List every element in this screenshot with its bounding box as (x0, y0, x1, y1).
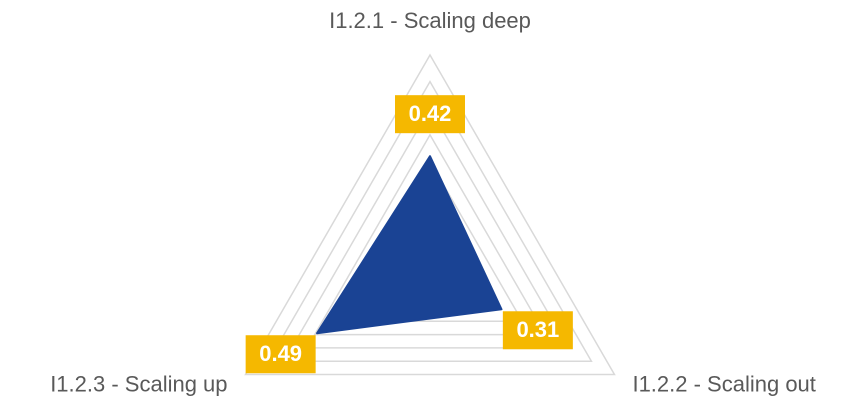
grid-ring (267, 80, 593, 362)
value-label: 0.49 (259, 341, 302, 366)
axis-label: I1.2.3 - Scaling up (50, 371, 227, 396)
grid-ring (290, 106, 570, 349)
value-label: 0.42 (409, 101, 452, 126)
value-label-box (502, 311, 573, 350)
value-label-box (395, 95, 465, 134)
axis-label: I1.2.1 - Scaling deep (329, 8, 531, 33)
grid-ring (244, 53, 616, 376)
axis-label: I1.2.2 - Scaling out (632, 371, 815, 396)
value-label-box (245, 335, 316, 374)
data-area (316, 155, 503, 335)
grid-ring (313, 133, 547, 336)
value-label: 0.31 (516, 317, 559, 342)
